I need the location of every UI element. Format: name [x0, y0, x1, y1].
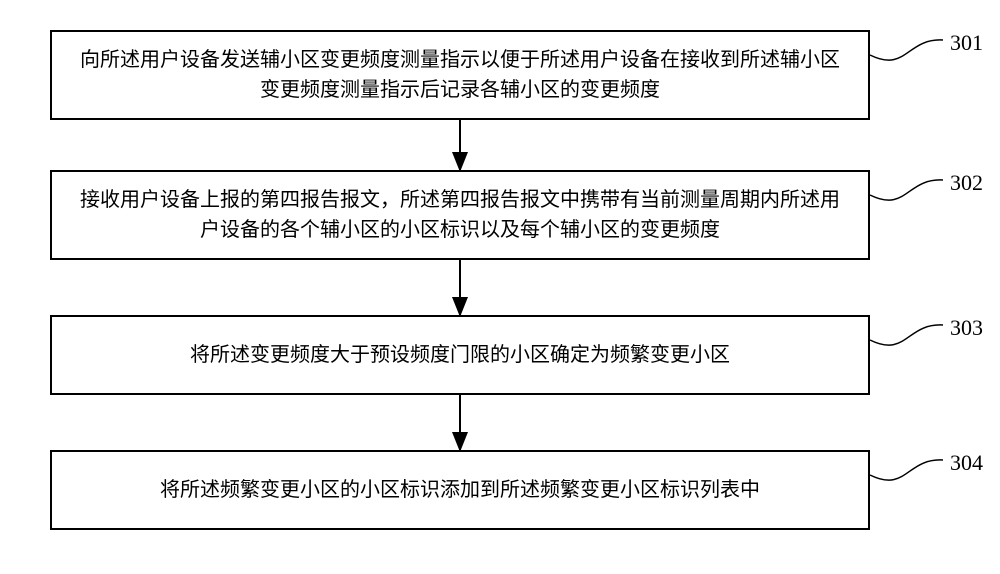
- flowchart-canvas: 向所述用户设备发送辅小区变更频度测量指示以便于所述用户设备在接收到所述辅小区变更…: [0, 0, 1000, 574]
- label-curve-3: [870, 460, 943, 480]
- label-curve-2: [870, 325, 943, 345]
- step-box-301: 向所述用户设备发送辅小区变更频度测量指示以便于所述用户设备在接收到所述辅小区变更…: [50, 30, 870, 120]
- step-label-304: 304: [950, 450, 983, 476]
- label-curve-1: [870, 180, 943, 200]
- step-text-304: 将所述频繁变更小区的小区标识添加到所述频繁变更小区标识列表中: [72, 475, 848, 505]
- step-box-304: 将所述频繁变更小区的小区标识添加到所述频繁变更小区标识列表中: [50, 450, 870, 530]
- step-box-303: 将所述变更频度大于预设频度门限的小区确定为频繁变更小区: [50, 315, 870, 395]
- step-label-302: 302: [950, 170, 983, 196]
- step-label-303: 303: [950, 315, 983, 341]
- step-text-303: 将所述变更频度大于预设频度门限的小区确定为频繁变更小区: [72, 340, 848, 370]
- step-box-302: 接收用户设备上报的第四报告报文，所述第四报告报文中携带有当前测量周期内所述用户设…: [50, 170, 870, 260]
- step-label-301: 301: [950, 30, 983, 56]
- step-text-301: 向所述用户设备发送辅小区变更频度测量指示以便于所述用户设备在接收到所述辅小区变更…: [72, 45, 848, 105]
- label-curve-0: [870, 40, 943, 60]
- step-text-302: 接收用户设备上报的第四报告报文，所述第四报告报文中携带有当前测量周期内所述用户设…: [72, 185, 848, 245]
